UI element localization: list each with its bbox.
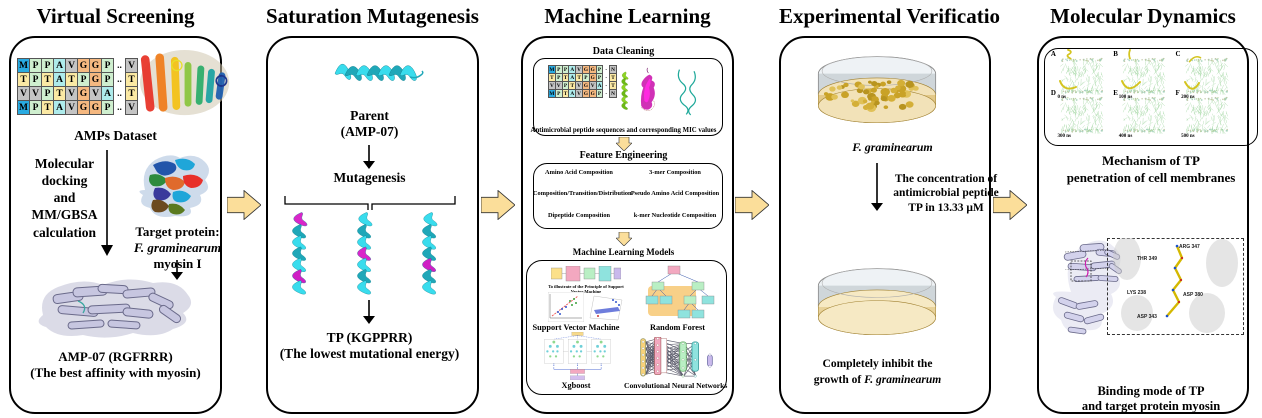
svg-text:LYS 238: LYS 238 (1127, 290, 1146, 296)
svg-text:ASP 380: ASP 380 (1183, 292, 1203, 298)
svg-text:THR 349: THR 349 (1137, 256, 1157, 262)
svg-text:ARG 347: ARG 347 (1179, 244, 1200, 250)
svg-text:ASP 343: ASP 343 (1137, 314, 1157, 320)
